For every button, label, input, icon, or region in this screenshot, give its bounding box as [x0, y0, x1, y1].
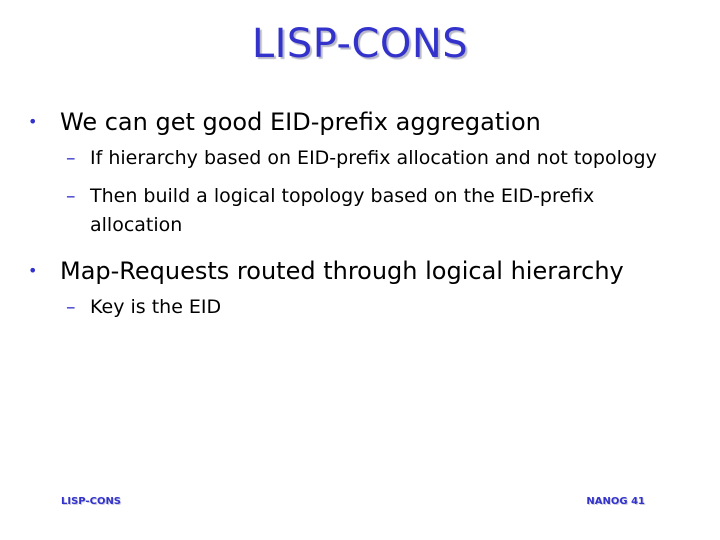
footer-right-label: NANOG 41 [586, 496, 645, 507]
footer-left-label: LISP-CONS [61, 496, 122, 507]
sub-bullet-text: If hierarchy based on EID-prefix allocat… [90, 147, 657, 169]
slide-title: LISP-CONS [251, 21, 469, 67]
slide-body: • We can get good EID-prefix aggregation… [28, 106, 668, 331]
dash-marker: – [66, 296, 76, 318]
bullet-marker: • [28, 112, 38, 131]
bullet-marker: • [28, 261, 38, 280]
sub-bullet-text: Key is the EID [90, 296, 222, 318]
sub-bullet-item: – Then build a logical topology based on… [28, 182, 668, 240]
dash-marker: – [66, 147, 76, 169]
sub-bullet-item: – If hierarchy based on EID-prefix alloc… [28, 144, 668, 173]
bullet-item: • We can get good EID-prefix aggregation [28, 106, 668, 138]
dash-marker: – [66, 185, 76, 207]
sub-bullet-text: Then build a logical topology based on t… [90, 185, 595, 236]
bullet-text: We can get good EID-prefix aggregation [60, 108, 541, 136]
bullet-text: Map-Requests routed through logical hier… [60, 257, 624, 285]
sub-bullet-item: – Key is the EID [28, 293, 668, 322]
bullet-item: • Map-Requests routed through logical hi… [28, 255, 668, 287]
